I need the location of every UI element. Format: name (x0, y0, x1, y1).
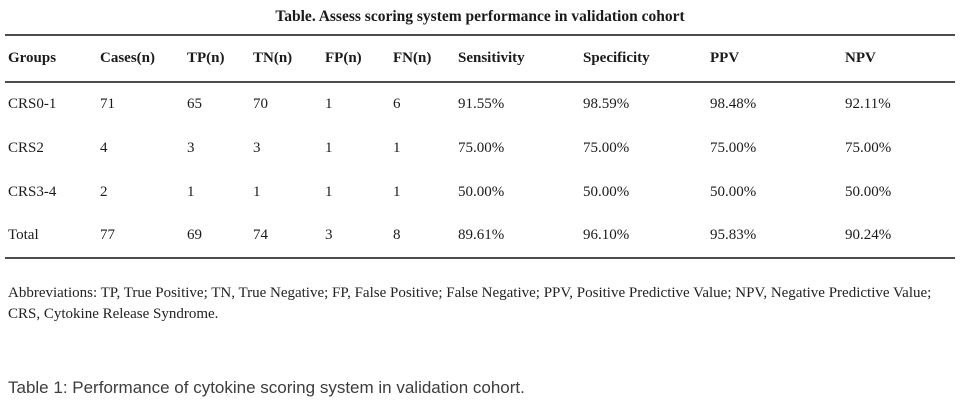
column-header-cases: Cases(n) (100, 35, 187, 83)
cell-group: CRS2 (8, 139, 44, 156)
cell-tp: 65 (187, 96, 202, 112)
cell-fp: 1 (325, 96, 333, 112)
cell-cases: 77 (100, 227, 115, 243)
column-header-groups: Groups (5, 35, 100, 83)
cell-cases: 71 (100, 96, 115, 112)
cell-fn: 1 (393, 139, 401, 156)
cell-ppv: 98.48% (710, 96, 757, 112)
table-row: Total 77 69 74 3 8 89.61% 96.10% 95.83% … (5, 214, 955, 258)
cell-npv: 92.11% (845, 96, 891, 112)
cell-cases: 4 (100, 139, 108, 156)
cell-cases: 2 (100, 183, 108, 200)
column-header-tn: TN(n) (253, 35, 325, 83)
cell-npv: 50.00% (845, 183, 892, 200)
cell-ppv: 50.00% (710, 183, 757, 200)
abbreviations-note: Abbreviations: TP, True Positive; TN, Tr… (8, 285, 932, 322)
table-row: CRS2 4 3 3 1 1 75.00% 75.00% 75.00% 75.0… (5, 126, 955, 170)
cell-fn: 6 (393, 96, 401, 112)
cell-fn: 1 (393, 183, 401, 200)
cell-specificity: 75.00% (583, 139, 630, 156)
cell-group: CRS3-4 (8, 183, 57, 200)
figure-caption: Table 1: Performance of cytokine scoring… (8, 378, 525, 397)
cell-tp: 3 (187, 139, 195, 156)
cell-fp: 1 (325, 139, 333, 156)
cell-group: CRS0-1 (8, 96, 57, 112)
column-header-fn: FN(n) (393, 35, 458, 83)
cell-sensitivity: 50.00% (458, 183, 505, 200)
cell-specificity: 96.10% (583, 227, 630, 243)
column-header-ppv: PPV (710, 35, 845, 83)
cell-npv: 90.24% (845, 227, 892, 243)
table-row: CRS0-1 71 65 70 1 6 91.55% 98.59% 98.48%… (5, 82, 955, 126)
table-row: CRS3-4 2 1 1 1 1 50.00% 50.00% 50.00% 50… (5, 170, 955, 214)
cell-npv: 75.00% (845, 139, 892, 156)
cell-tn: 74 (253, 227, 268, 243)
cell-specificity: 50.00% (583, 183, 630, 200)
column-header-specificity: Specificity (583, 35, 710, 83)
cell-tp: 69 (187, 227, 202, 243)
column-header-npv: NPV (845, 35, 955, 83)
performance-table: Groups Cases(n) TP(n) TN(n) FP(n) FN(n) … (5, 34, 955, 259)
header-row: Groups Cases(n) TP(n) TN(n) FP(n) FN(n) … (5, 35, 955, 83)
cell-ppv: 95.83% (710, 227, 757, 243)
column-header-fp: FP(n) (325, 35, 393, 83)
cell-fn: 8 (393, 227, 401, 243)
table-title: Table. Assess scoring system performance… (275, 8, 685, 25)
cell-tn: 70 (253, 96, 268, 112)
cell-group: Total (8, 227, 39, 243)
cell-sensitivity: 75.00% (458, 139, 505, 156)
cell-tn: 1 (253, 183, 261, 200)
cell-sensitivity: 91.55% (458, 96, 505, 112)
column-header-sensitivity: Sensitivity (458, 35, 583, 83)
column-header-tp: TP(n) (187, 35, 253, 83)
cell-fp: 1 (325, 183, 333, 200)
cell-sensitivity: 89.61% (458, 227, 505, 243)
cell-fp: 3 (325, 227, 333, 243)
cell-tp: 1 (187, 183, 195, 200)
cell-ppv: 75.00% (710, 139, 757, 156)
cell-tn: 3 (253, 139, 261, 156)
cell-specificity: 98.59% (583, 96, 630, 112)
